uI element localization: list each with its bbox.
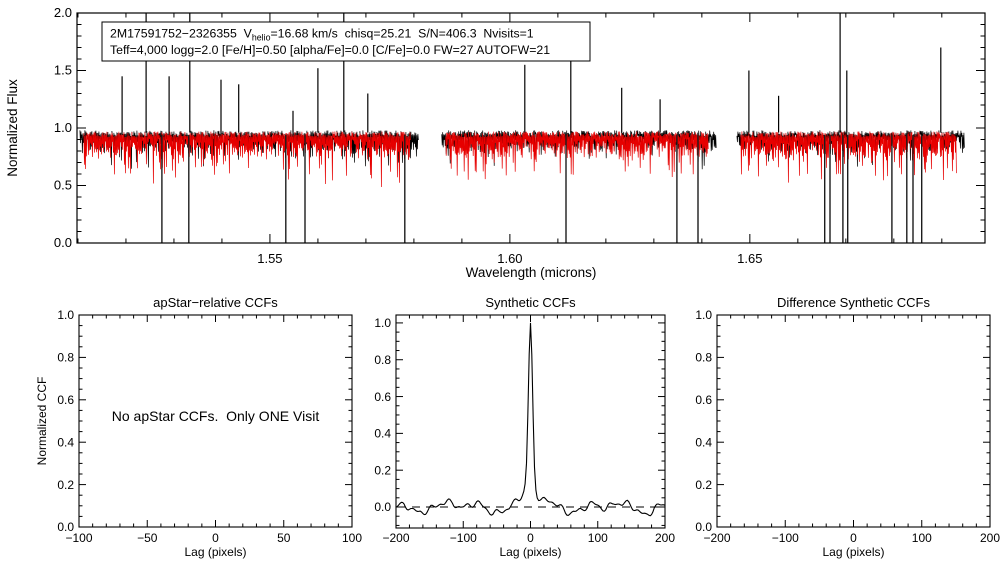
main-x-axis-label: Wavelength (microns) [466,265,597,280]
legend-line-1-values: =16.68 km/s chisq=25.21 S/N=406.3 Nvisit… [270,27,533,41]
x-tick-label: 1.65 [737,251,762,266]
x-tick-label: 1.55 [257,251,282,266]
y-tick-label: 1.0 [57,308,74,322]
synthetic-spectrum-line [740,131,957,183]
ccf1-title: apStar−relative CCFs [153,295,278,310]
spectrum-series-layer [79,13,965,243]
main-y-axis-label: Normalized Flux [5,79,20,177]
x-tick-label: −100 [65,531,92,545]
legend-line-1: 2M17591752−2326355 Vhelio=16.68 km/s chi… [110,27,534,43]
y-tick-label: 0.6 [695,393,712,407]
ccf2-x-axis-label: Lag (pixels) [499,545,561,559]
ccf3-title: Difference Synthetic CCFs [777,295,930,310]
y-tick-label: 0.4 [57,435,74,449]
y-tick-label: 0.0 [54,235,72,250]
ccf2-title: Synthetic CCFs [485,295,576,310]
y-tick-label: 0.2 [57,478,74,492]
y-tick-label: 0.0 [374,500,391,514]
y-tick-label: 0.8 [374,353,391,367]
ccf3-plot-box [716,314,991,528]
synthetic-spectrum-line [83,131,411,188]
y-tick-label: 1.5 [54,63,72,78]
x-tick-label: 0 [850,531,857,545]
y-tick-label: 0.0 [695,520,712,534]
ccf2-axis-ticks: −200 −100 0 100 200 0.0 0.2 0.4 0.6 0.8 1.0 [374,315,675,545]
y-tick-label: 0.5 [54,178,72,193]
x-tick-label: −200 [382,531,409,545]
x-tick-label: 200 [980,531,1000,545]
x-tick-label: 0 [527,531,534,545]
y-tick-label: 0.0 [57,520,74,534]
synthetic-spectrum-line [445,131,709,180]
ccf1-plot-box [78,314,353,528]
y-tick-label: 0.6 [57,393,74,407]
legend-vhelio-subscript: helio [252,33,271,43]
y-tick-label: 1.0 [54,120,72,135]
y-tick-label: 0.4 [695,435,712,449]
x-tick-label: −100 [772,531,799,545]
y-tick-label: 1.0 [695,308,712,322]
ccf3-x-axis-label: Lag (pixels) [822,545,884,559]
x-tick-label: −100 [450,531,477,545]
y-tick-label: 0.4 [374,427,391,441]
ccf2-plot-box [395,314,666,529]
ccf1-empty-message: No apStar CCFs. Only ONE Visit [112,408,320,424]
x-tick-label: 0 [212,531,219,545]
ccf3-axis-ticks: −200 −100 0 100 200 0.0 0.2 0.4 0.6 0.8 1.0 [695,308,1000,545]
synthetic-ccf-curve [395,322,666,517]
y-tick-label: 2.0 [54,5,72,20]
y-tick-label: 0.8 [695,351,712,365]
ccf2-series-layer [395,322,666,517]
x-tick-label: 100 [342,531,362,545]
ccf1-x-axis-label: Lag (pixels) [184,545,246,559]
y-tick-label: 0.8 [57,351,74,365]
ccf1-y-axis-label: Normalized CCF [35,377,49,466]
y-tick-label: 0.6 [374,390,391,404]
y-tick-label: 0.2 [374,463,391,477]
x-tick-label: 100 [912,531,932,545]
x-tick-label: 1.60 [497,251,522,266]
legend-box [101,21,591,62]
x-tick-label: 100 [588,531,608,545]
x-tick-label: 50 [277,531,291,545]
y-tick-label: 0.2 [695,478,712,492]
x-tick-label: 200 [655,531,675,545]
x-tick-label: −200 [703,531,730,545]
x-tick-label: −50 [137,531,158,545]
legend-line-2: Teff=4,000 logg=2.0 [Fe/H]=0.50 [alpha/F… [110,43,550,57]
legend-star-id: 2M17591752−2326355 V [110,27,253,41]
spectrum-plot-box [76,12,986,244]
y-tick-label: 1.0 [374,316,391,330]
